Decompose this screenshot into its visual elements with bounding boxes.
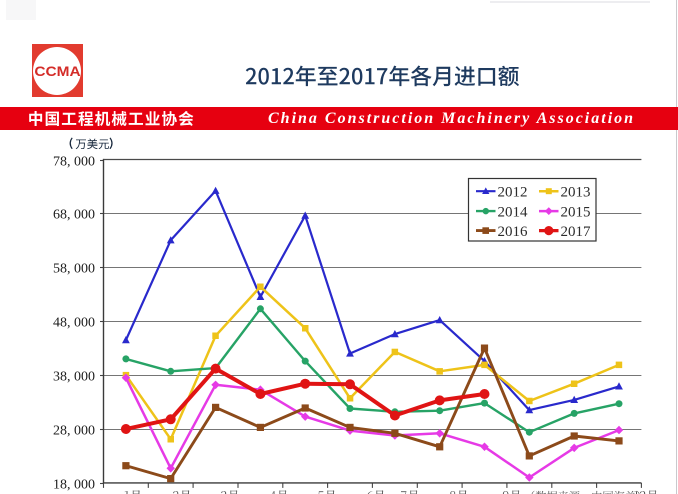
svg-text:68, 000: 68, 000 <box>53 207 95 222</box>
svg-text:18, 000: 18, 000 <box>53 477 95 492</box>
svg-text:28, 000: 28, 000 <box>53 423 95 438</box>
svg-text:2017: 2017 <box>561 224 592 240</box>
svg-text:2012: 2012 <box>498 184 528 200</box>
svg-text:2014: 2014 <box>498 204 529 220</box>
svg-text:78, 000: 78, 000 <box>53 154 95 169</box>
svg-text:2013: 2013 <box>561 184 591 200</box>
svg-text:2016: 2016 <box>498 224 529 240</box>
svg-text:58, 000: 58, 000 <box>53 261 95 276</box>
svg-text:48, 000: 48, 000 <box>53 315 95 330</box>
svg-text:38, 000: 38, 000 <box>53 369 95 384</box>
svg-text:2015: 2015 <box>561 204 591 220</box>
